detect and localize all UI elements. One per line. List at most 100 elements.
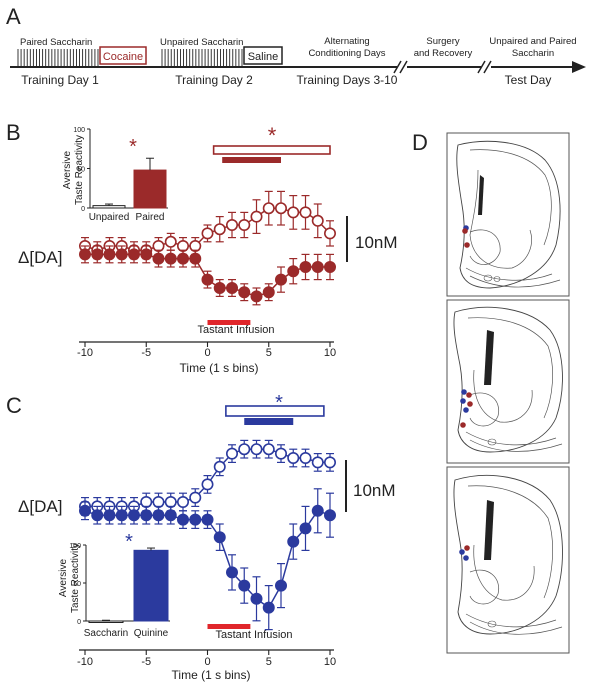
data-point-filled	[262, 601, 275, 614]
sig-bar-open	[225, 405, 325, 417]
data-point-filled	[140, 509, 153, 522]
data-point-filled	[177, 513, 190, 526]
data-point-open	[287, 206, 300, 219]
data-point-filled	[274, 579, 287, 592]
data-point-filled	[311, 260, 324, 273]
panel-c-infusion-label: Tastant Infusion	[215, 629, 292, 641]
stage1-top-label: Paired Saccharin	[20, 37, 92, 48]
inset-bar	[92, 205, 126, 209]
data-point-filled	[201, 513, 214, 526]
timeline-arrowhead	[572, 61, 586, 73]
data-point-open	[201, 227, 214, 240]
data-point-open	[287, 451, 300, 464]
x-tick-label: 0	[204, 656, 210, 668]
stage2-bottom-label: Training Day 2	[175, 73, 253, 87]
data-point-filled	[164, 252, 177, 265]
data-point-open	[323, 227, 336, 240]
data-point-filled	[238, 579, 251, 592]
data-point-filled	[128, 248, 141, 261]
stage4-top-label-2: and Recovery	[414, 48, 473, 59]
data-point-filled	[323, 509, 336, 522]
inset-bar	[133, 549, 169, 622]
panel-b-inset: * Aversive Taste Reactivity 0 50 100 Unpair…	[62, 127, 168, 223]
panel-c-inset-star: *	[125, 531, 133, 553]
panel-c-plot: -10 -5 0 5 10	[77, 405, 336, 668]
data-point-open	[152, 495, 165, 508]
data-point-filled	[299, 260, 312, 273]
data-point-filled	[250, 290, 263, 303]
inset-category-label: Quinine	[134, 628, 169, 639]
data-point-filled	[323, 260, 336, 273]
inset-bar	[133, 169, 167, 209]
data-point-open	[226, 219, 239, 232]
data-point-open	[238, 443, 251, 456]
x-tick-label: 0	[204, 347, 210, 359]
lick-ticks-day2	[161, 49, 243, 66]
data-point-filled	[226, 281, 239, 294]
data-point-filled	[91, 248, 104, 261]
data-point-open	[250, 210, 263, 223]
data-point-open	[274, 447, 287, 460]
panel-b-inset-ylabel-1: Aversive	[62, 150, 73, 189]
data-point-filled	[115, 248, 128, 261]
panel-a: A Paired Saccharin Cocaine Training Day …	[6, 4, 586, 87]
panel-c-inset: * Aversive Taste Reactivity 0 50 100 Saccha…	[58, 531, 170, 639]
stage3-bottom-label: Training Days 3-10	[297, 73, 398, 87]
data-point-filled	[213, 531, 226, 544]
data-point-filled	[299, 522, 312, 535]
data-point-filled	[250, 592, 263, 605]
panel-a-label: A	[6, 4, 21, 29]
panel-b-scalebar-label: 10nM	[355, 233, 398, 252]
panel-b-inset-star: *	[129, 136, 137, 158]
panel-d-label: D	[412, 130, 428, 155]
x-tick-label: -5	[141, 656, 151, 668]
panel-b-sig-star: *	[268, 123, 277, 148]
data-point-open	[299, 451, 312, 464]
data-point-open	[238, 219, 251, 232]
stage5-top-label-2: Saccharin	[512, 48, 554, 59]
x-tick-label: 5	[266, 656, 272, 668]
data-point-open	[189, 491, 202, 504]
x-tick-label: 5	[266, 347, 272, 359]
data-point-filled	[177, 252, 190, 265]
cocaine-label: Cocaine	[103, 51, 143, 63]
data-point-filled	[287, 535, 300, 548]
data-point-filled	[262, 286, 275, 299]
data-point-open	[262, 202, 275, 215]
data-point-filled	[189, 252, 202, 265]
inset-category-label: Saccharin	[84, 628, 128, 639]
panel-c-ylabel: Δ[DA]	[18, 497, 62, 516]
data-point-open	[164, 495, 177, 508]
panel-c-label: C	[6, 393, 22, 418]
data-point-filled	[226, 566, 239, 579]
data-point-open	[213, 223, 226, 236]
panel-b-ylabel: Δ[DA]	[18, 248, 62, 267]
data-point-filled	[152, 509, 165, 522]
data-point-open	[226, 447, 239, 460]
panel-b-infusion-label: Tastant Infusion	[197, 324, 274, 336]
stage1-bottom-label: Training Day 1	[21, 73, 99, 87]
inset-category-label: Unpaired	[89, 212, 130, 223]
data-point-filled	[79, 504, 92, 517]
data-point-filled	[238, 286, 251, 299]
data-point-filled	[274, 273, 287, 286]
x-tick-label: -10	[77, 656, 93, 668]
infusion-bar	[207, 624, 251, 629]
data-point-open	[213, 460, 226, 473]
stage4-top-label-1: Surgery	[426, 36, 460, 47]
panel-b-label: B	[6, 120, 21, 145]
saline-box	[243, 46, 283, 65]
panel-c-inset-ylabel-2: Taste Reactivity	[70, 543, 81, 613]
stage5-top-label-1: Unpaired and Paired	[489, 36, 576, 47]
inset-y-tick-label: 100	[69, 543, 81, 550]
lick-ticks-day1	[17, 49, 99, 66]
data-point-open	[164, 235, 177, 248]
data-point-filled	[128, 509, 141, 522]
brain-section-3	[446, 466, 570, 654]
data-point-filled	[213, 281, 226, 294]
panel-b-inset-bars: 0 50 100 Unpaired Paired	[73, 127, 168, 223]
stage5-bottom-label: Test Day	[505, 73, 552, 87]
panel-b: B Δ[DA] 10nM Time (1 s bins) Tastant Inf…	[6, 120, 398, 375]
data-point-open	[250, 443, 263, 456]
data-point-open	[299, 206, 312, 219]
